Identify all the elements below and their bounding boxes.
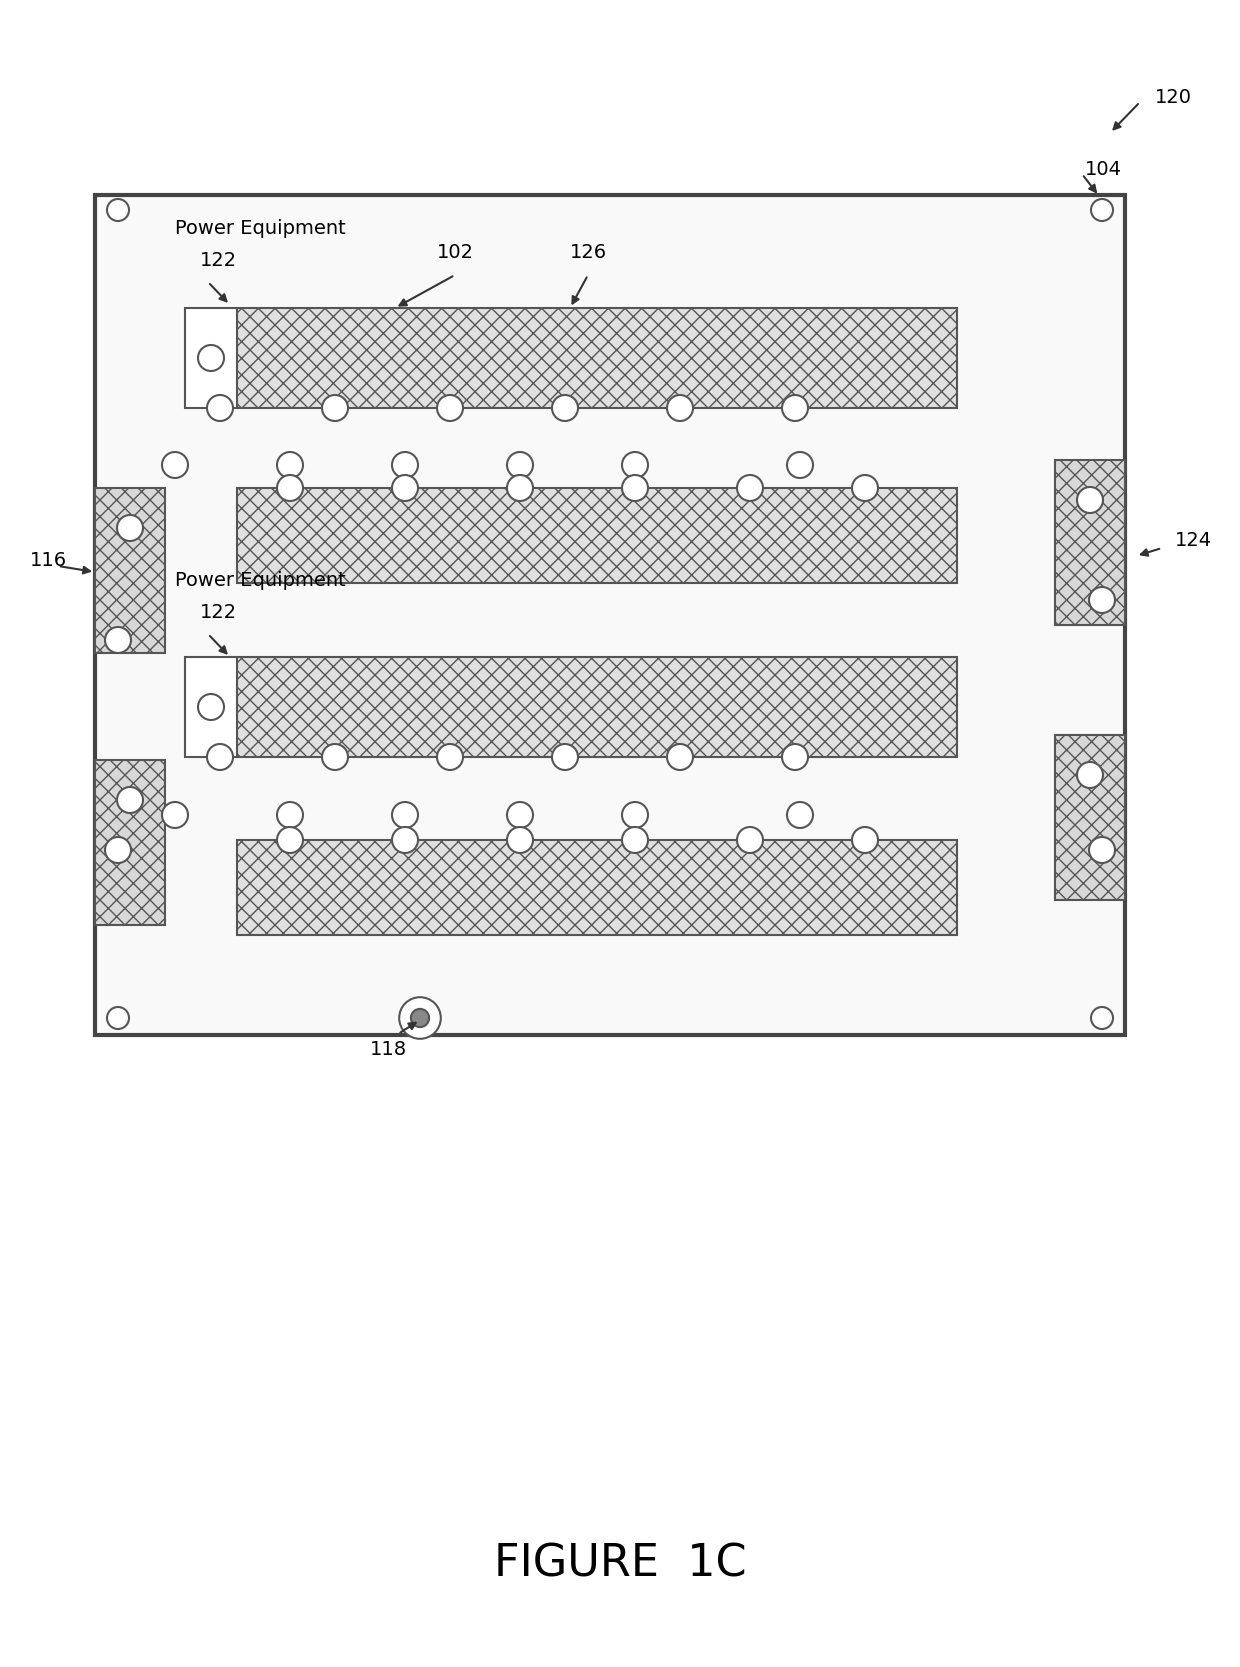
Circle shape — [392, 475, 418, 502]
Circle shape — [507, 452, 533, 478]
Text: 118: 118 — [370, 1040, 407, 1059]
Text: 126: 126 — [569, 243, 606, 262]
Circle shape — [667, 395, 693, 422]
Circle shape — [436, 395, 463, 422]
Text: FIGURE  1C: FIGURE 1C — [494, 1542, 746, 1585]
Circle shape — [787, 802, 813, 828]
Bar — [1055, 460, 1125, 625]
Circle shape — [198, 693, 224, 720]
Bar — [237, 308, 957, 408]
Text: Power Equipment: Power Equipment — [175, 218, 346, 238]
Circle shape — [552, 743, 578, 770]
Circle shape — [737, 475, 763, 502]
Circle shape — [1089, 587, 1115, 613]
Bar — [95, 760, 165, 925]
Circle shape — [782, 395, 808, 422]
Circle shape — [399, 997, 440, 1039]
Circle shape — [117, 515, 143, 542]
Circle shape — [787, 452, 813, 478]
Circle shape — [392, 452, 418, 478]
Circle shape — [410, 1009, 429, 1027]
Circle shape — [277, 452, 303, 478]
Circle shape — [782, 743, 808, 770]
Bar — [237, 488, 957, 583]
Circle shape — [107, 1007, 129, 1029]
Circle shape — [507, 802, 533, 828]
Bar — [237, 657, 957, 757]
Circle shape — [622, 475, 649, 502]
Circle shape — [162, 802, 188, 828]
Circle shape — [392, 827, 418, 854]
Circle shape — [436, 743, 463, 770]
Circle shape — [1078, 487, 1104, 513]
Circle shape — [277, 827, 303, 854]
Text: 120: 120 — [1154, 88, 1192, 107]
Text: 104: 104 — [1085, 160, 1122, 178]
Circle shape — [507, 827, 533, 854]
Circle shape — [622, 802, 649, 828]
Circle shape — [622, 452, 649, 478]
Circle shape — [162, 452, 188, 478]
Circle shape — [622, 827, 649, 854]
Text: 122: 122 — [200, 252, 237, 270]
Bar — [185, 657, 237, 757]
Bar — [237, 840, 957, 935]
Bar — [1055, 735, 1125, 900]
Circle shape — [322, 743, 348, 770]
Circle shape — [1089, 837, 1115, 864]
Circle shape — [207, 395, 233, 422]
Text: 124: 124 — [1176, 530, 1213, 550]
Circle shape — [198, 345, 224, 372]
Text: 122: 122 — [200, 603, 237, 622]
Circle shape — [107, 198, 129, 222]
Circle shape — [737, 827, 763, 854]
Circle shape — [117, 787, 143, 813]
Circle shape — [322, 395, 348, 422]
Circle shape — [667, 743, 693, 770]
Circle shape — [277, 802, 303, 828]
Bar — [95, 195, 1125, 1035]
Text: Power Equipment: Power Equipment — [175, 572, 346, 590]
Bar — [185, 308, 237, 408]
Circle shape — [852, 827, 878, 854]
Circle shape — [852, 475, 878, 502]
Circle shape — [552, 395, 578, 422]
Circle shape — [105, 627, 131, 653]
Circle shape — [277, 475, 303, 502]
Circle shape — [105, 837, 131, 864]
Circle shape — [1091, 198, 1114, 222]
Bar — [95, 488, 165, 653]
Text: 116: 116 — [30, 550, 67, 570]
Circle shape — [1078, 762, 1104, 788]
Text: 102: 102 — [436, 243, 474, 262]
Circle shape — [1091, 1007, 1114, 1029]
Circle shape — [207, 743, 233, 770]
Circle shape — [392, 802, 418, 828]
Circle shape — [507, 475, 533, 502]
